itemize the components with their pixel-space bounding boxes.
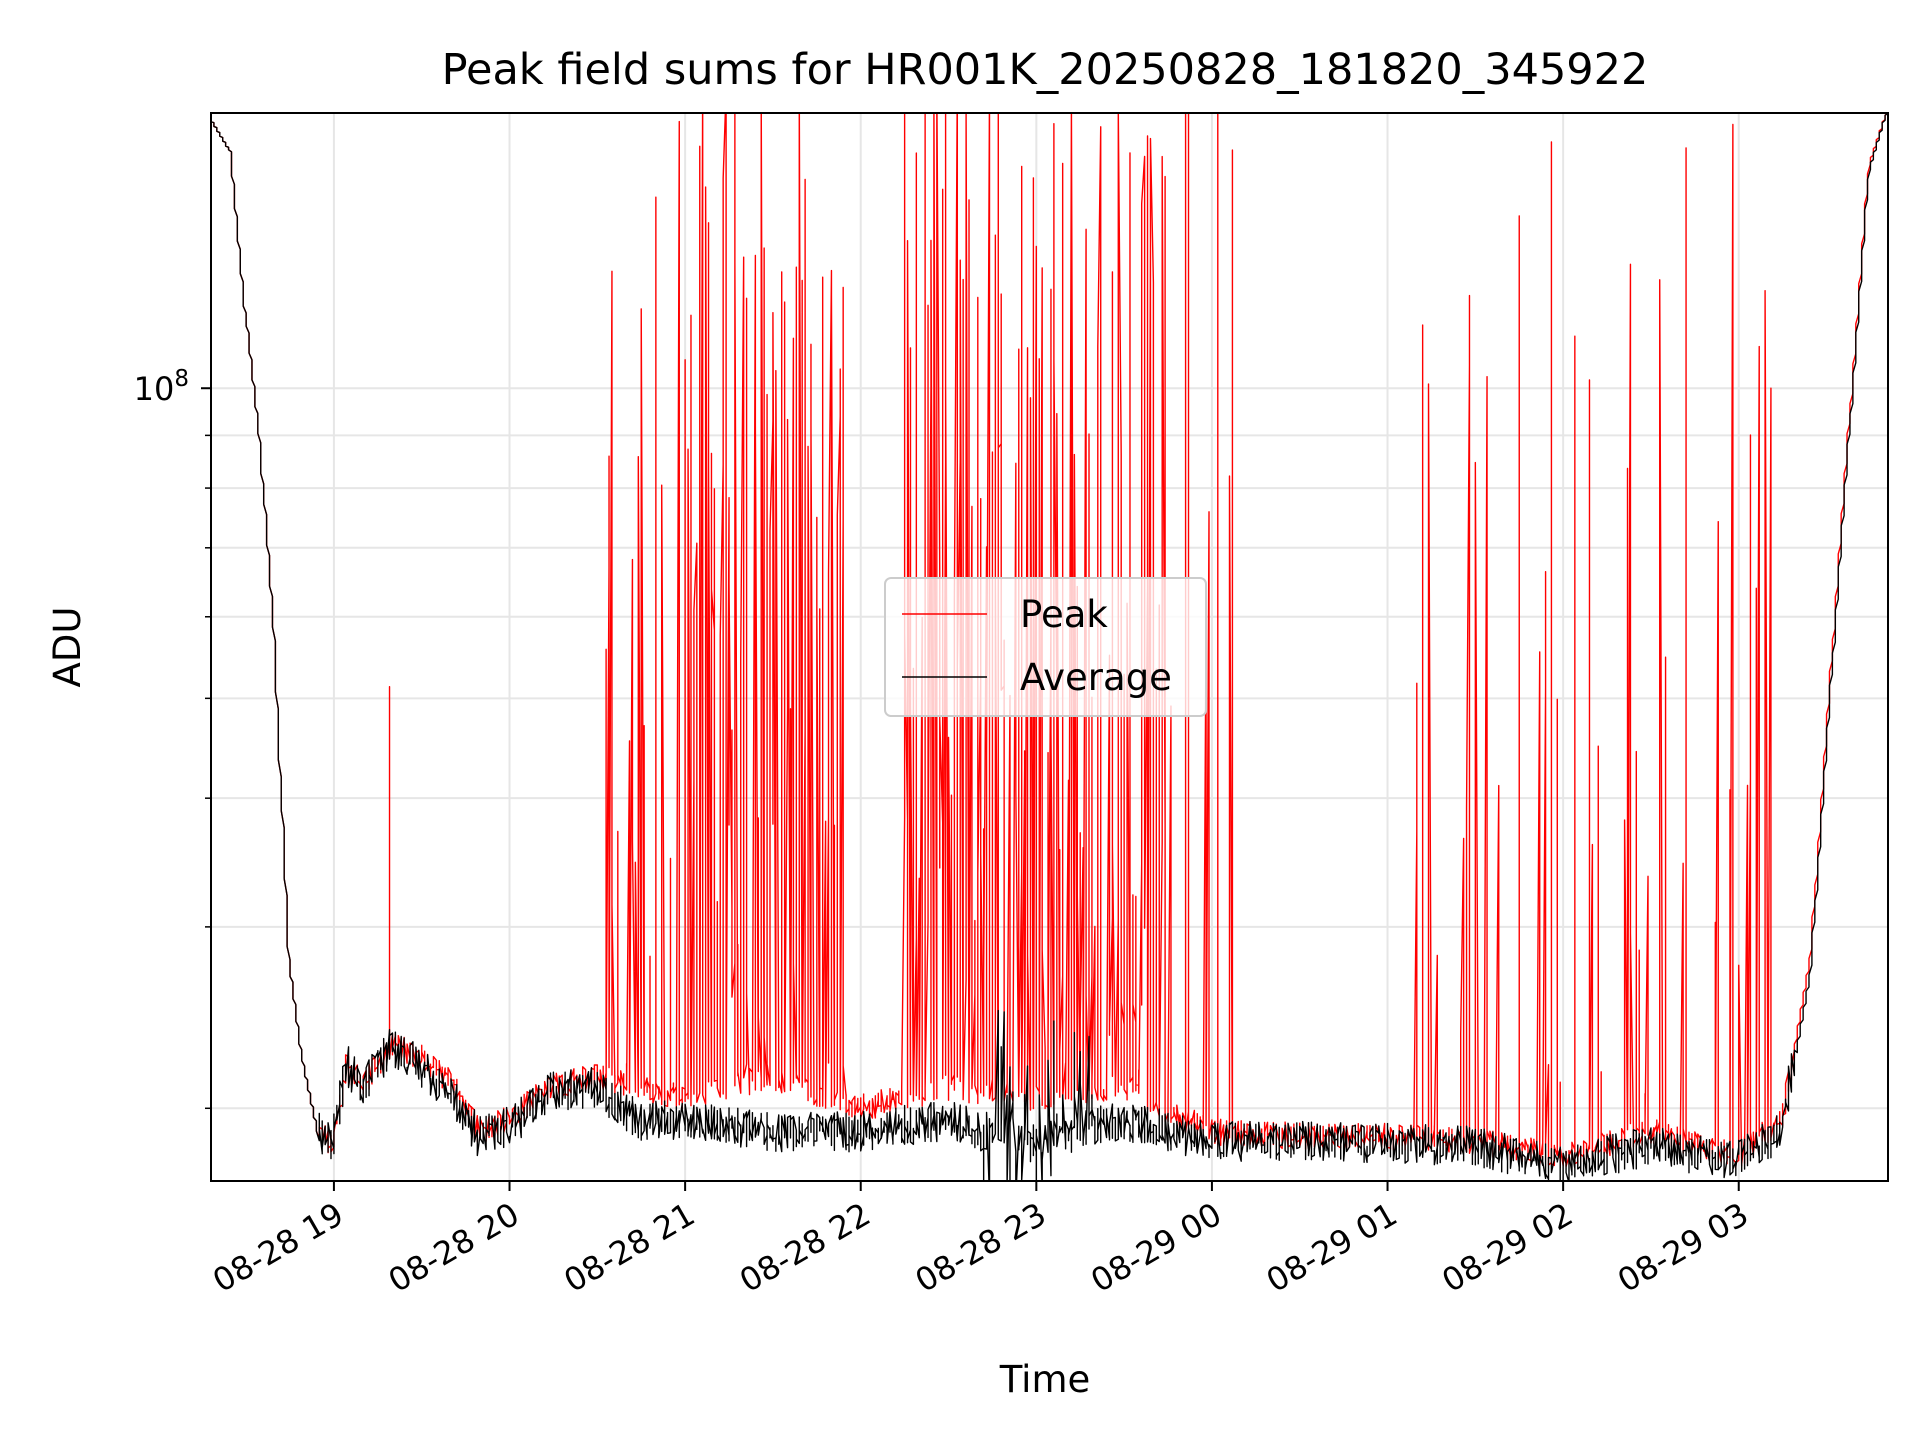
y-tick-label-exponent: 8 (174, 366, 189, 392)
y-tick-label: 108 (134, 366, 189, 408)
y-tick-label-base: 10 (134, 370, 175, 408)
series-layer (211, 113, 1888, 1181)
series-line-average (211, 113, 1888, 1181)
y-axis-label: ADU (46, 607, 89, 688)
legend-label-average: Average (1020, 656, 1172, 699)
x-axis-label: Time (999, 1358, 1091, 1401)
legend-label-peak: Peak (1020, 593, 1108, 636)
y-axis: 108 (134, 366, 211, 1110)
legend-box (884, 577, 1207, 717)
legend: Peak Average (884, 577, 1207, 717)
chart-title: Peak field sums for HR001K_20250828_1818… (442, 45, 1649, 95)
plot-area-frame (210, 112, 1889, 1182)
